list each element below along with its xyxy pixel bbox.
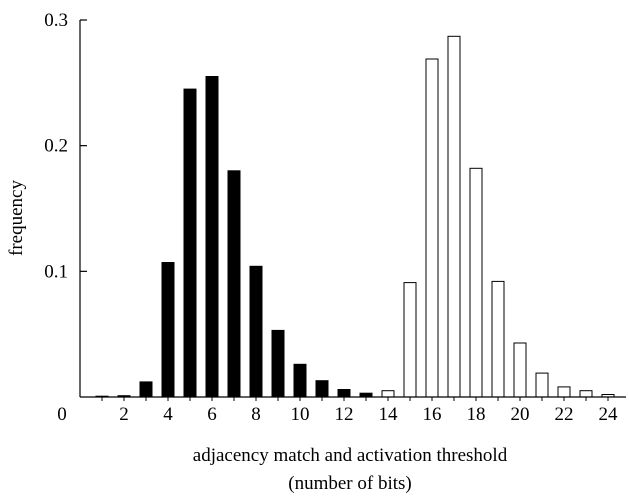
y-tick-labels: 0.1 0.2 0.3 — [44, 10, 68, 282]
white-bar-16 — [425, 58, 439, 398]
x-tick-label: 16 — [423, 404, 442, 425]
black-bar-11 — [315, 380, 329, 398]
x-axis-title-line2: (number of bits) — [288, 473, 411, 494]
black-bar-3 — [139, 381, 153, 398]
x-tick-label: 18 — [467, 404, 486, 425]
x-tick-label: 8 — [251, 404, 261, 425]
white-bar-15 — [403, 282, 417, 398]
x-tick-labels: 2 4 6 8 10 12 14 16 18 20 22 24 — [119, 404, 618, 425]
white-bar-19 — [491, 280, 505, 398]
white-bar-22 — [557, 386, 571, 398]
y-tick-label: 0.1 — [44, 261, 68, 282]
x-axis-title: adjacency match and activation threshold — [193, 445, 508, 466]
black-bar-5 — [183, 88, 197, 398]
black-bar-4 — [161, 262, 175, 398]
axes — [79, 19, 626, 401]
x-tick-label: 20 — [511, 404, 530, 425]
x-tick-label: 2 — [119, 404, 129, 425]
black-bar-10 — [293, 363, 307, 398]
white-bar-23 — [579, 390, 593, 398]
white-bar-series — [381, 35, 615, 398]
x-tick-label: 6 — [207, 404, 217, 425]
x-tick-label: 14 — [379, 404, 399, 425]
black-bar-9 — [271, 329, 285, 398]
x-tick-label: 4 — [163, 404, 173, 425]
white-bar-14 — [381, 390, 395, 398]
y-tick-label: 0.3 — [44, 10, 68, 31]
x-tick-label: 24 — [599, 404, 619, 425]
white-bar-18 — [469, 167, 483, 398]
black-bar-6 — [205, 76, 219, 398]
x-tick-label: 12 — [335, 404, 354, 425]
white-bar-20 — [513, 342, 527, 398]
x-tick-label: 10 — [291, 404, 310, 425]
x-tick-label: 22 — [555, 404, 574, 425]
y-tick-label: 0.2 — [44, 136, 68, 157]
black-bar-8 — [249, 265, 263, 398]
black-bar-series — [95, 76, 395, 398]
x-zero-label: 0 — [57, 404, 67, 425]
white-bar-21 — [535, 372, 549, 398]
black-bar-7 — [227, 170, 241, 398]
y-axis-title: frequency — [6, 180, 27, 256]
white-bar-17 — [447, 35, 461, 398]
black-bar-12 — [337, 389, 351, 398]
